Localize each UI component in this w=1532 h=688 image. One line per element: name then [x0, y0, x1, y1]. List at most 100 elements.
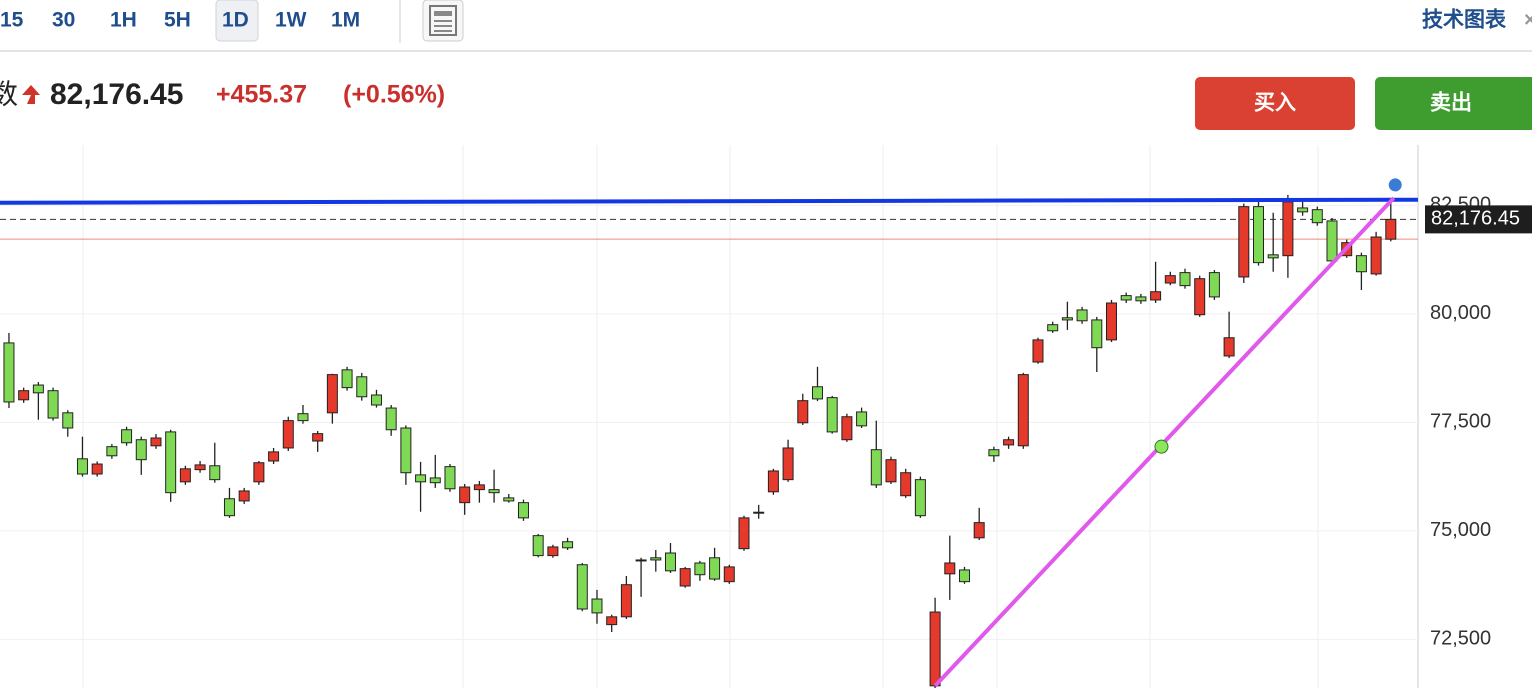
- v-grid: [82, 145, 1319, 688]
- candle-body: [532, 535, 544, 557]
- candle-body: [679, 568, 691, 587]
- sell-button[interactable]: 卖出: [1375, 77, 1532, 130]
- candle-body: [988, 449, 1000, 457]
- timeframe-tab[interactable]: 5H: [164, 9, 191, 32]
- candle-body: [91, 463, 103, 475]
- candle-body: [473, 484, 485, 491]
- candle-body: [209, 465, 221, 481]
- timeframe-tab[interactable]: 15: [0, 9, 24, 32]
- candle-body: [32, 384, 44, 394]
- candle-body: [121, 429, 133, 444]
- sell-label[interactable]: 卖出: [1430, 92, 1472, 115]
- candle-body: [459, 486, 471, 504]
- y-tick-label: 75,000: [1430, 519, 1491, 541]
- timeframe-tab[interactable]: 1W: [275, 9, 307, 32]
- candle-body: [914, 479, 926, 517]
- candle-body: [841, 416, 853, 441]
- candle-body: [415, 474, 427, 483]
- plot: [0, 194, 1418, 688]
- candle-body: [194, 464, 206, 471]
- candle-body: [62, 412, 74, 429]
- candle-body: [650, 557, 662, 561]
- candle-body: [106, 446, 118, 457]
- candle-body: [826, 397, 838, 433]
- candle-body: [547, 546, 559, 557]
- candle-body: [1135, 296, 1147, 302]
- buy-label[interactable]: 买入: [1254, 92, 1296, 115]
- candle-body: [326, 374, 338, 414]
- candle-body: [517, 502, 529, 519]
- candle-body: [885, 459, 897, 483]
- candle-body: [223, 498, 235, 517]
- candle-body: [694, 562, 706, 576]
- candle-body: [444, 466, 456, 490]
- candle-body: [709, 557, 721, 580]
- candle-body: [488, 489, 500, 494]
- candle-body: [1076, 309, 1088, 322]
- candle-body: [929, 611, 941, 687]
- candle-body: [179, 468, 191, 483]
- candle-body: [1091, 319, 1103, 349]
- candle-body: [870, 449, 882, 486]
- candle-body: [723, 566, 735, 583]
- candle-body: [1267, 254, 1279, 259]
- y-tick-label: 72,500: [1430, 628, 1491, 650]
- candle-body: [312, 433, 324, 442]
- tech-chart-link[interactable]: 技术图表: [1422, 9, 1507, 32]
- candle-body: [429, 477, 441, 484]
- candle-body: [1061, 317, 1073, 321]
- timeframe-tab[interactable]: 30: [52, 9, 75, 32]
- candle-body: [1223, 337, 1235, 357]
- candle-body: [341, 369, 353, 389]
- candle-body: [753, 511, 765, 514]
- y-tick-label: 80,000: [1430, 302, 1491, 324]
- candle-body: [767, 470, 779, 493]
- candle-body: [635, 559, 647, 562]
- candle-body: [856, 411, 868, 427]
- candle-body: [1253, 206, 1265, 264]
- candle-body: [370, 394, 382, 406]
- candle-body: [135, 439, 147, 461]
- close-button[interactable]: ×: [1524, 9, 1532, 32]
- candle-body: [282, 420, 294, 449]
- candle-body: [1355, 255, 1367, 273]
- candle-body: [973, 522, 985, 539]
- candle-body: [1120, 295, 1132, 301]
- price-tag: 82,176.45: [1431, 208, 1520, 230]
- candle-body: [1003, 439, 1015, 446]
- timeframe-tab[interactable]: 1H: [110, 9, 137, 32]
- candle-body: [47, 390, 59, 419]
- candle-body: [944, 562, 956, 575]
- line-handle[interactable]: [1388, 178, 1402, 192]
- price-tag-bg: [1425, 205, 1532, 234]
- line-handle[interactable]: [1154, 439, 1169, 454]
- candle-body: [1017, 374, 1029, 447]
- candle-body: [606, 616, 618, 626]
- candle-body: [165, 431, 177, 494]
- candle-body: [1105, 302, 1117, 341]
- buy-button[interactable]: 买入: [1195, 77, 1355, 130]
- candle-body: [268, 451, 280, 462]
- timeframe-tab[interactable]: 1D: [222, 9, 249, 32]
- candle-body: [1238, 206, 1250, 278]
- candle-body: [900, 472, 912, 497]
- last-price: 82,176.45: [50, 78, 183, 111]
- candle-body: [1311, 209, 1323, 224]
- candle-body: [620, 584, 632, 618]
- change: +455.37: [216, 81, 307, 109]
- candle-body: [1164, 275, 1176, 284]
- candle-body: [356, 376, 368, 398]
- drawn-line: [0, 197, 1418, 205]
- layout-icon[interactable]: [422, 0, 464, 42]
- selected-tab-bg: [215, 0, 259, 42]
- candle-body: [1150, 291, 1162, 301]
- candle-body: [797, 400, 809, 424]
- candle-body: [1208, 272, 1220, 298]
- candle-body: [1370, 236, 1382, 275]
- candle-body: [576, 564, 588, 610]
- candle-body: [150, 437, 162, 447]
- candle-body: [76, 458, 88, 475]
- candle-body: [1032, 339, 1044, 363]
- timeframe-tab[interactable]: 1M: [331, 9, 360, 32]
